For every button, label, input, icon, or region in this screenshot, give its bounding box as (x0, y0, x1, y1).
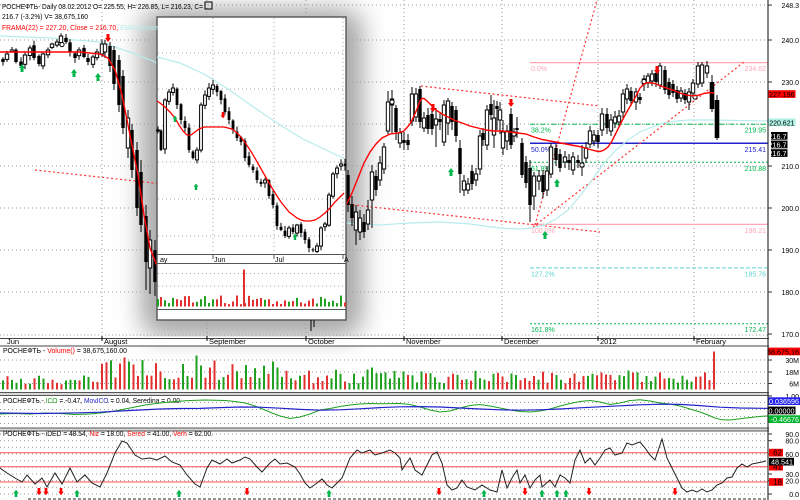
svg-text:172.47: 172.47 (745, 327, 767, 334)
svg-text:FRAMA(22) = 227.20, Close = 21: FRAMA(22) = 227.20, Close = 216.70, (2, 25, 118, 32)
svg-text:90.0: 90.0 (785, 432, 799, 439)
svg-text:216.7: 216.7 (769, 140, 787, 149)
svg-text:Jul: Jul (275, 257, 284, 264)
svg-text:48.541: 48.541 (771, 458, 793, 467)
svg-text:61.8%: 61.8% (531, 166, 551, 173)
svg-text:November: November (406, 337, 441, 346)
svg-text:80.0: 80.0 (785, 439, 799, 446)
svg-text:38,675,16: 38,675,16 (767, 348, 799, 357)
svg-text:230.0: 230.0 (781, 80, 799, 87)
svg-text:41: 41 (773, 463, 782, 472)
svg-text:190.0: 190.0 (781, 248, 799, 255)
svg-text:18: 18 (773, 478, 782, 487)
svg-text:210.0: 210.0 (781, 164, 799, 171)
svg-text:240.0: 240.0 (781, 38, 799, 45)
svg-text:0.00000: 0.00000 (769, 407, 795, 416)
svg-text:Jun: Jun (214, 257, 225, 264)
svg-text:234.62: 234.62 (745, 66, 767, 73)
svg-text:170.0: 170.0 (781, 332, 799, 339)
svg-text:August: August (104, 337, 128, 346)
svg-text:219.95: 219.95 (745, 128, 767, 135)
svg-text:196.21: 196.21 (745, 228, 767, 235)
svg-text:0.0%: 0.0% (531, 66, 547, 73)
svg-text:30.0: 30.0 (785, 472, 799, 479)
svg-text:0.0: 0.0 (789, 492, 799, 499)
svg-text:РОСНЕФТЬ- Daily 08.02.2012 O=: РОСНЕФТЬ- Daily 08.02.2012 O= 225.55, H=… (2, 4, 203, 11)
svg-text:62: 62 (773, 449, 782, 458)
svg-text:220.621: 220.621 (769, 120, 794, 127)
svg-text:February: February (696, 337, 726, 346)
svg-text:6M: 6M (789, 382, 799, 389)
svg-text:September: September (209, 337, 246, 346)
svg-text:December: December (504, 337, 539, 346)
svg-text:216.7: 216.7 (769, 132, 787, 141)
svg-text:October: October (308, 337, 335, 346)
svg-text:30M: 30M (785, 358, 799, 365)
svg-text:161.8%: 161.8% (531, 327, 555, 334)
svg-text:100.0%: 100.0% (531, 228, 555, 235)
svg-text:60.0: 60.0 (785, 452, 799, 459)
svg-text:РОСНЕФТЬ - ICO = -0.47, MovICO: РОСНЕФТЬ - ICO = -0.47, MovICO = 0.04, S… (3, 396, 180, 405)
svg-text:ay: ay (160, 257, 168, 264)
svg-text:216.7 (-3.2%) V= 38,675,160: 216.7 (-3.2%) V= 38,675,160 (2, 14, 88, 21)
svg-text:227.196: 227.196 (769, 92, 794, 99)
svg-text:216.7: 216.7 (769, 149, 787, 158)
svg-text:EMA1(Close: EMA1(Close (120, 25, 158, 32)
svg-text:180.0: 180.0 (781, 290, 799, 297)
svg-text:210.88: 210.88 (745, 166, 767, 173)
svg-text:185.76: 185.76 (745, 271, 767, 278)
svg-text:50.0%: 50.0% (531, 147, 551, 154)
svg-text:215.41: 215.41 (745, 147, 767, 154)
svg-text:248.3: 248.3 (781, 3, 799, 10)
svg-text:Jun: Jun (7, 337, 19, 346)
svg-text:A: A (344, 257, 349, 264)
svg-text:20.0: 20.0 (785, 479, 799, 486)
svg-text:РОСНЕФТЬ - Volume() = 38,675,1: РОСНЕФТЬ - Volume() = 38,675,160.00 (3, 346, 127, 355)
svg-text:127.2%: 127.2% (531, 271, 555, 278)
svg-text:2012: 2012 (600, 337, 617, 346)
svg-text:38.2%: 38.2% (531, 128, 551, 135)
svg-text:18M: 18M (785, 370, 799, 377)
svg-text:-0.46676: -0.46676 (771, 415, 799, 424)
svg-text:200.0: 200.0 (781, 206, 799, 213)
svg-text:0.036596: 0.036596 (769, 397, 799, 406)
